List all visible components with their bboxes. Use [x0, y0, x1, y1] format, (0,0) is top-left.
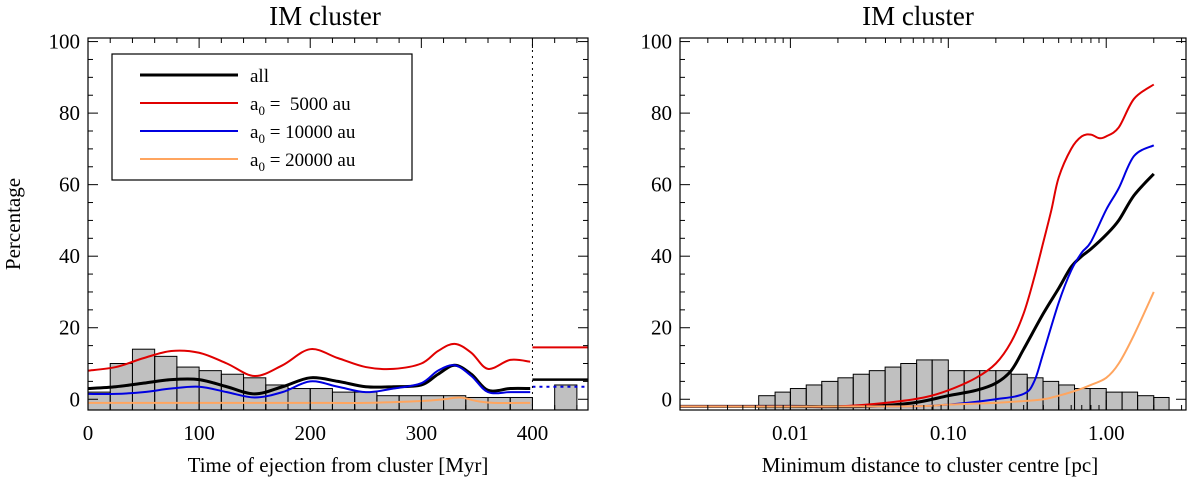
- right-chart-title: IM cluster: [862, 1, 974, 31]
- left-ytick-label: 100: [49, 30, 81, 54]
- left-series-all: [87, 363, 531, 396]
- right-xtick-label: 0.01: [772, 421, 809, 445]
- left-ytick-label: 0: [70, 387, 81, 411]
- right-xtick-label: 1.00: [1088, 421, 1125, 445]
- left-histogram-fill: [88, 349, 588, 410]
- legend-label-all: all: [250, 66, 269, 87]
- left-axis-ticks: 0 20 40 60 80 100 0 100 200 300 400: [49, 30, 588, 445]
- left-xtick-label: 300: [406, 421, 438, 445]
- left-xtick-label: 200: [294, 421, 326, 445]
- right-series-a0-20000-au: [679, 291, 1155, 408]
- legend: all a0 = 5000 au a0 = 10000 au a0 = 2000…: [111, 53, 413, 181]
- right-xtick-label: 0.10: [930, 421, 967, 445]
- right-x-axis-label: Minimum distance to cluster centre [pc]: [762, 453, 1098, 477]
- legend-entry-a5000: a0 = 5000 au: [140, 94, 351, 118]
- legend-entry-a20000: a0 = 20000 au: [140, 150, 356, 174]
- right-panel: IM cluster Minimum distance to cluster c…: [641, 1, 1187, 477]
- right-series-lines: [679, 83, 1155, 409]
- right-ytick-label: 60: [651, 173, 672, 197]
- left-series-lines: [87, 342, 588, 404]
- left-ytick-label: 60: [59, 173, 80, 197]
- left-plot-frame: [87, 37, 589, 411]
- right-histogram: [680, 359, 1186, 411]
- left-series-a0-5000-au: [87, 342, 531, 378]
- left-chart-title: IM cluster: [269, 1, 381, 31]
- right-axis-ticks: 0 20 40 60 80 100 0.01 0.10 1.00: [641, 30, 1186, 445]
- legend-label-a10000: a0 = 10000 au: [250, 122, 356, 146]
- right-histogram-fill: [680, 359, 1186, 410]
- left-y-axis-label: Percentage: [1, 178, 25, 270]
- left-series-a0-20000-au: [88, 396, 531, 404]
- legend-entry-a10000: a0 = 10000 au: [140, 122, 356, 146]
- left-xtick-label: 100: [183, 421, 215, 445]
- legend-label-a20000: a0 = 20000 au: [250, 150, 356, 174]
- right-ytick-label: 0: [662, 387, 673, 411]
- left-xtick-label: 0: [83, 421, 94, 445]
- legend-label-a5000: a0 = 5000 au: [250, 94, 351, 118]
- right-ytick-label: 80: [651, 101, 672, 125]
- legend-entry-all: all: [140, 66, 269, 87]
- right-ytick-label: 40: [651, 244, 672, 268]
- left-x-axis-label: Time of ejection from cluster [Myr]: [188, 453, 489, 477]
- right-plot-frame: [679, 37, 1187, 411]
- left-ytick-label: 40: [59, 244, 80, 268]
- left-ytick-label: 80: [59, 101, 80, 125]
- right-ytick-label: 20: [651, 316, 672, 340]
- left-series-a0-10000-au: [87, 364, 531, 399]
- left-xtick-label: 400: [517, 421, 549, 445]
- right-series-all: [680, 172, 1155, 409]
- right-series-a0-5000-au: [680, 83, 1155, 408]
- right-ytick-label: 100: [641, 30, 673, 54]
- left-ytick-label: 20: [59, 316, 80, 340]
- left-panel: IM cluster Percentage Time of ejection f…: [1, 1, 589, 477]
